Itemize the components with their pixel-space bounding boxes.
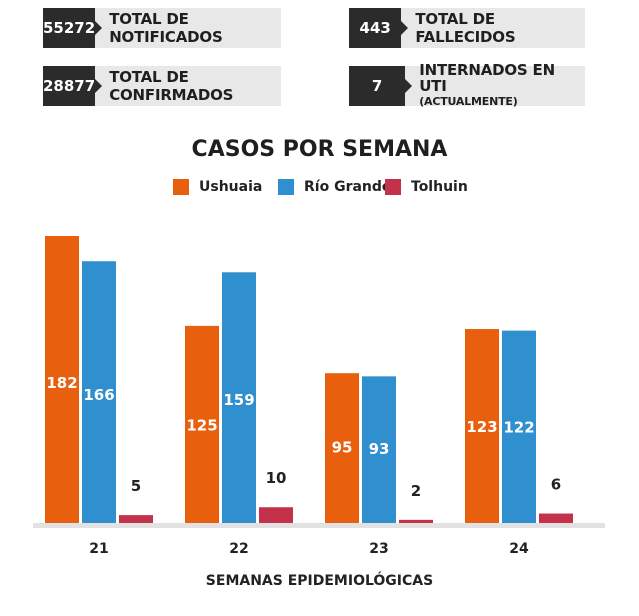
legend-swatch-tolhuin: [385, 179, 401, 195]
legend-item-tolhuin: Tolhuin: [385, 178, 468, 196]
stat-value: 28877: [43, 66, 103, 106]
bar-ushuaia-week-22: [185, 325, 219, 523]
data-label-tolhuin-week-23: 2: [411, 482, 421, 500]
legend-label-rio-grande: Río Grande: [304, 179, 392, 195]
x-tick-label: 24: [509, 541, 529, 557]
stat-label-group: INTERNADOS EN UTI (ACTUALMENTE): [405, 62, 585, 110]
stat-label: TOTAL DE FALLECIDOS: [415, 10, 516, 46]
data-label-tolhuin-week-21: 5: [131, 477, 141, 495]
bar-rio-grande-week-23: [362, 376, 396, 523]
bar-tolhuin-week-22: [259, 507, 293, 523]
data-label-rio-grande-week-24: 122: [503, 419, 534, 437]
stat-value: 55272: [43, 8, 103, 48]
x-axis-baseline: [33, 523, 605, 528]
stat-total-fallecidos: 443 TOTAL DE FALLECIDOS: [349, 8, 585, 48]
x-axis-label: SEMANAS EPIDEMIOLÓGICAS: [205, 573, 434, 589]
stat-value: 443: [349, 8, 409, 48]
chart-title: CASOS POR SEMANA: [191, 137, 448, 162]
bar-ushuaia-week-21: [45, 236, 79, 523]
data-label-rio-grande-week-23: 93: [369, 440, 390, 458]
data-label-tolhuin-week-24: 6: [551, 476, 561, 494]
stat-value: 7: [349, 66, 413, 106]
bar-tolhuin-week-21: [119, 515, 153, 523]
stat-total-notificados: 55272 TOTAL DE NOTIFICADOS: [43, 8, 281, 48]
x-tick-label: 23: [369, 541, 388, 557]
stat-internados-uti: 7 INTERNADOS EN UTI (ACTUALMENTE): [349, 62, 585, 108]
bar-ushuaia-week-23: [325, 373, 359, 523]
legend-label-ushuaia: Ushuaia: [199, 179, 263, 195]
legend-swatch-ushuaia: [173, 179, 189, 195]
data-label-rio-grande-week-21: 166: [83, 386, 114, 404]
legend-label-tolhuin: Tolhuin: [411, 179, 468, 195]
bar-rio-grande-week-22: [222, 272, 256, 523]
stat-label: TOTAL DE NOTIFICADOS: [109, 10, 223, 46]
bar-rio-grande-week-21: [82, 261, 116, 523]
data-label-ushuaia-week-22: 125: [186, 416, 217, 434]
data-label-tolhuin-week-22: 10: [266, 469, 287, 487]
stat-label: INTERNADOS EN UTI: [419, 61, 555, 95]
bar-rio-grande-week-24: [502, 330, 536, 523]
bar-chart: 182 166 5 21 125 159 10 22 95 93 2 23 123 122 6 24: [33, 236, 605, 557]
stat-sublabel: (ACTUALMENTE): [419, 95, 518, 108]
data-label-ushuaia-week-21: 182: [46, 374, 77, 392]
bar-ushuaia-week-24: [465, 329, 499, 523]
stat-total-confirmados: 28877 TOTAL DE CONFIRMADOS: [43, 66, 281, 106]
bar-tolhuin-week-24: [539, 513, 573, 523]
data-label-rio-grande-week-22: 159: [223, 391, 254, 409]
data-label-ushuaia-week-23: 95: [332, 439, 353, 457]
legend-item-rio-grande: Río Grande: [278, 178, 391, 196]
legend-item-ushuaia: Ushuaia: [173, 178, 262, 196]
x-tick-label: 22: [229, 541, 248, 557]
legend-swatch-rio-grande: [278, 179, 294, 195]
bar-tolhuin-week-23: [399, 519, 433, 523]
data-label-ushuaia-week-24: 123: [466, 418, 497, 436]
x-tick-label: 21: [89, 541, 108, 557]
stat-label: TOTAL DE CONFIRMADOS: [109, 68, 234, 104]
